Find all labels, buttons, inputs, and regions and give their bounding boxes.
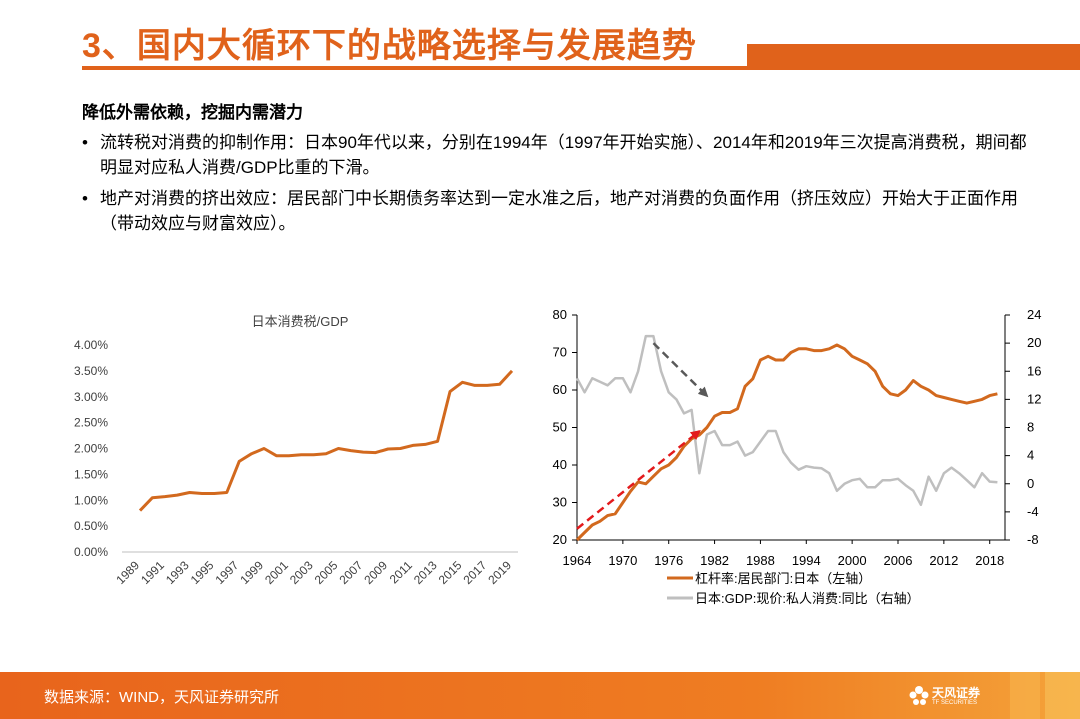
x-tick-label: 2006	[884, 553, 913, 568]
y-tick-label: 2.00%	[74, 442, 108, 456]
y-tick-label: 2.50%	[74, 416, 108, 430]
x-tick-label: 2012	[929, 553, 958, 568]
x-tick-label: 2018	[975, 553, 1004, 568]
bullet-item: • 地产对消费的挤出效应：居民部门中长期债务率达到一定水准之后，地产对消费的负面…	[82, 186, 1042, 236]
left-tick-label: 80	[553, 307, 567, 322]
consumption-tax-chart: 日本消费税/GDP 0.00% 0.50% 1.00% 1.50% 2.00% 2.50%…	[74, 314, 518, 587]
y-tick-label: 3.00%	[74, 390, 108, 404]
right-tick-label: -4	[1027, 504, 1039, 519]
right-tick-label: 4	[1027, 448, 1034, 463]
x-tick-label: 1999	[237, 558, 266, 587]
x-tick-label: 2011	[387, 558, 415, 586]
x-tick-label: 2019	[485, 558, 514, 587]
left-tick-label: 40	[553, 457, 567, 472]
bullet-text: 流转税对消费的抑制作用：日本90年代以来，分别在1994年（1997年开始实施）…	[100, 133, 1027, 177]
footer-background	[0, 672, 1080, 719]
x-tick-label: 1988	[746, 553, 775, 568]
bullet-dot: •	[82, 189, 88, 208]
x-tick-label: 2015	[436, 558, 465, 587]
left-tick-label: 50	[553, 420, 567, 435]
x-tick-label: 1991	[138, 558, 167, 587]
x-tick-label: 2005	[312, 558, 341, 587]
x-tick-label: 1994	[792, 553, 821, 568]
logo-flower-icon	[909, 686, 929, 705]
series-line-consumption-growth	[575, 334, 998, 507]
right-tick-label: 12	[1027, 391, 1041, 406]
x-tick-label: 2001	[262, 558, 291, 587]
subheading: 降低外需依赖，挖掘内需潜力	[82, 103, 303, 122]
left-tick-label: 30	[553, 495, 567, 510]
x-tick-label: 1976	[654, 553, 683, 568]
logo-name: 天风证券	[932, 686, 981, 700]
data-source-note: 数据来源：WIND，天风证券研究所	[44, 689, 279, 706]
title-underline	[82, 66, 747, 70]
series-line-household-leverage	[575, 343, 998, 542]
left-tick-label: 70	[553, 345, 567, 360]
left-tick-label: 20	[553, 532, 567, 547]
x-tick-label: 2009	[361, 558, 390, 587]
left-tick-label: 60	[553, 382, 567, 397]
y-tick-label: 4.00%	[74, 338, 108, 352]
right-tick-label: 0	[1027, 476, 1034, 491]
legend: 杠杆率:居民部门:日本（左轴） 日本:GDP:现价:私人消费:同比（右轴）	[667, 571, 920, 606]
x-tick-label: 2013	[411, 558, 440, 587]
series-line	[138, 369, 514, 512]
household-leverage-chart: 20 30 40 50 60 70 80 -8 -4 0 4 8 12 16 20 24 1964 1970 197…	[553, 307, 1042, 606]
legend-label-consumption: 日本:GDP:现价:私人消费:同比（右轴）	[695, 591, 920, 606]
bullet-text: 地产对消费的挤出效应：居民部门中长期债务率达到一定水准之后，地产对消费的负面作用…	[100, 189, 1018, 233]
x-tick-label: 1970	[608, 553, 637, 568]
x-tick-label: 2000	[838, 553, 867, 568]
legend-label-leverage: 杠杆率:居民部门:日本（左轴）	[695, 571, 871, 586]
title-accent-block	[747, 44, 1080, 70]
right-tick-label: -8	[1027, 532, 1039, 547]
y-tick-label: 0.50%	[74, 519, 108, 533]
x-tick-label: 1964	[563, 553, 592, 568]
y-tick-label: 3.50%	[74, 364, 108, 378]
logo-subtitle: TF SECURITIES	[932, 700, 978, 706]
y-tick-label: 0.00%	[74, 545, 108, 559]
x-tick-label: 1995	[188, 558, 217, 587]
bullet-dot: •	[82, 133, 88, 152]
company-logo: 天风证券 TF SECURITIES	[908, 678, 988, 714]
title-bar: 3、国内大循环下的战略选择与发展趋势	[0, 0, 1080, 90]
chart-title: 日本消费税/GDP	[252, 314, 349, 329]
right-tick-label: 24	[1027, 307, 1041, 322]
right-tick-label: 16	[1027, 363, 1041, 378]
x-tick-label: 1989	[113, 558, 142, 587]
x-tick-label: 1997	[213, 558, 242, 587]
bullet-item: • 流转税对消费的抑制作用：日本90年代以来，分别在1994年（1997年开始实…	[82, 130, 1042, 180]
x-tick-label: 2017	[461, 558, 490, 587]
right-tick-label: 20	[1027, 335, 1041, 350]
x-tick-label: 1982	[700, 553, 729, 568]
y-tick-label: 1.00%	[74, 493, 108, 507]
y-tick-label: 1.50%	[74, 467, 108, 481]
x-tick-label: 2003	[287, 558, 316, 587]
footer: 数据来源：WIND，天风证券研究所 天风证券 TF SECURITIES	[0, 672, 1080, 719]
right-tick-label: 8	[1027, 420, 1034, 435]
x-tick-label: 2007	[337, 558, 366, 587]
annotation-arrow-red	[576, 430, 701, 530]
page-title: 3、国内大循环下的战略选择与发展趋势	[82, 27, 697, 65]
x-tick-label: 1993	[163, 558, 192, 587]
